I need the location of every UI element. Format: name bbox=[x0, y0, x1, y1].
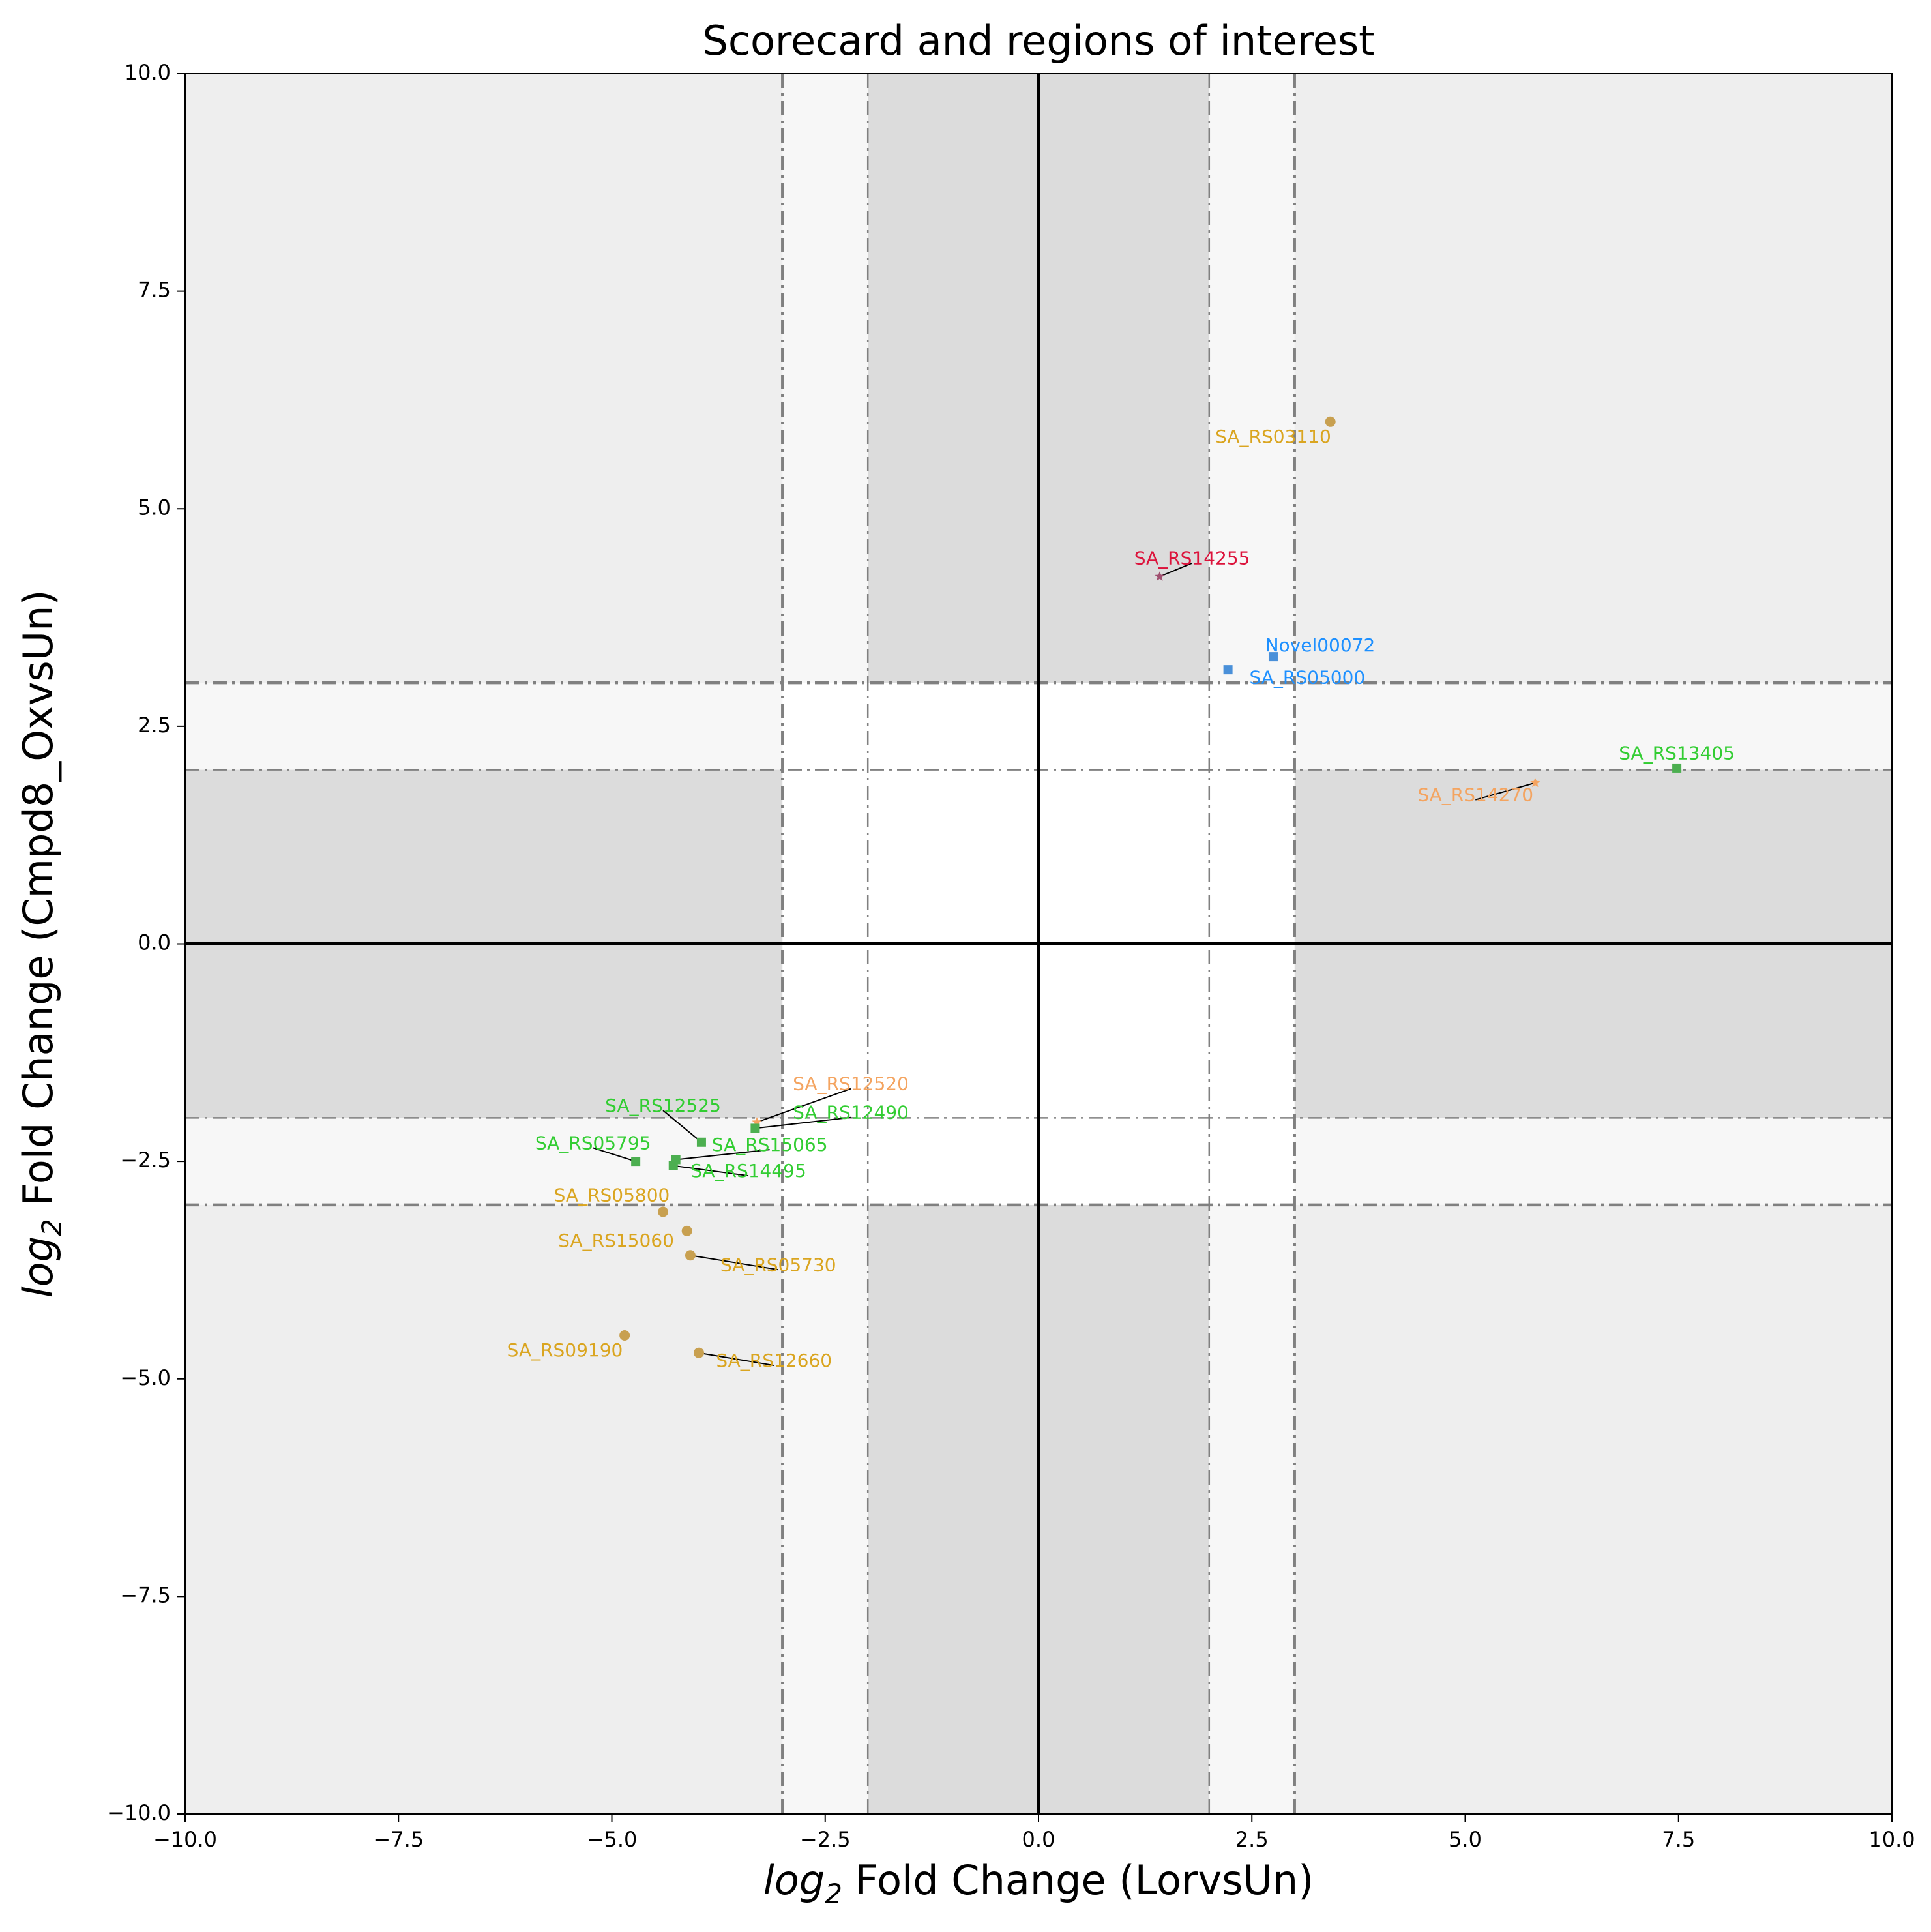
point-label: SA_RS15065 bbox=[712, 1134, 828, 1155]
y-tick-label: 5.0 bbox=[138, 495, 171, 520]
data-point bbox=[1268, 652, 1278, 662]
point-label: SA_RS14495 bbox=[690, 1160, 806, 1181]
data-point bbox=[1155, 571, 1165, 581]
y-axis-title-text: Fold Change (Cmpd8_OxvsUn) bbox=[14, 589, 62, 1219]
y-axis-title-subscript: 2 bbox=[36, 1219, 68, 1236]
x-tick-label: −2.5 bbox=[800, 1827, 851, 1852]
y-axis-title-prefix: log bbox=[14, 1236, 62, 1298]
point-label: SA_RS12490 bbox=[793, 1102, 909, 1123]
markers-layer bbox=[619, 416, 1682, 1358]
point-labels-layer: SA_RS03110 SA_RS14255 Novel00072 SA_RS05000… bbox=[507, 426, 1735, 1371]
point-label: SA_RS15060 bbox=[558, 1230, 674, 1251]
data-point bbox=[681, 1225, 692, 1236]
leader-line bbox=[698, 1352, 774, 1367]
point-label: SA_RS05795 bbox=[535, 1132, 651, 1153]
point-label: SA_RS14270 bbox=[1417, 784, 1533, 806]
data-point bbox=[631, 1157, 641, 1167]
x-axis-title-subscript: 2 bbox=[825, 1878, 842, 1910]
y-tick-label: 2.5 bbox=[138, 713, 171, 737]
data-point bbox=[668, 1161, 678, 1170]
leader-line bbox=[673, 1165, 749, 1177]
y-tick-label: 10.0 bbox=[125, 60, 171, 85]
data-point bbox=[619, 1330, 630, 1341]
x-axis-title-text: Fold Change (LorvsUn) bbox=[842, 1856, 1314, 1904]
data-point bbox=[1325, 416, 1336, 427]
x-tick-label: 7.5 bbox=[1662, 1827, 1695, 1852]
leader-lines-layer bbox=[593, 562, 1536, 1367]
y-tick-label: −7.5 bbox=[120, 1583, 171, 1607]
x-tick-label: −5.0 bbox=[587, 1827, 638, 1852]
x-tick-label: 0.0 bbox=[1022, 1827, 1055, 1852]
point-label: SA_RS03110 bbox=[1215, 426, 1331, 447]
y-tick-label: −5.0 bbox=[120, 1365, 171, 1390]
x-tick-label: 5.0 bbox=[1449, 1827, 1482, 1852]
data-point bbox=[1223, 665, 1233, 675]
x-tick-label: 2.5 bbox=[1235, 1827, 1269, 1852]
y-tick-label: 0.0 bbox=[138, 930, 171, 955]
leader-line bbox=[755, 1116, 851, 1129]
point-label: SA_RS09190 bbox=[507, 1339, 623, 1361]
leader-line bbox=[593, 1147, 636, 1163]
x-tick-label: −7.5 bbox=[373, 1827, 424, 1852]
data-point bbox=[1672, 763, 1682, 773]
data-point bbox=[1530, 777, 1540, 788]
point-label: SA_RS05800 bbox=[554, 1185, 670, 1206]
point-label: Novel00072 bbox=[1265, 634, 1376, 656]
leader-line bbox=[662, 1110, 702, 1143]
data-point bbox=[696, 1137, 706, 1147]
ticks-layer: −10.0 −7.5 −5.0 −2.5 0.0 2.5 5.0 7.5 10.0 −10.0 −7… bbox=[107, 60, 1915, 1852]
point-label: SA_RS12660 bbox=[716, 1350, 832, 1371]
leader-line bbox=[1475, 782, 1536, 801]
leader-line bbox=[675, 1149, 770, 1161]
x-axis-title: log2 Fold Change (LorvsUn) bbox=[763, 1856, 1314, 1910]
y-axis-title: log2 Fold Change (Cmpd8_OxvsUn) bbox=[14, 589, 68, 1298]
data-point bbox=[658, 1206, 669, 1217]
x-tick-label: −10.0 bbox=[153, 1827, 217, 1852]
y-tick-label: −2.5 bbox=[120, 1148, 171, 1172]
point-label: SA_RS13405 bbox=[1619, 743, 1735, 764]
y-tick-label: 7.5 bbox=[138, 278, 171, 303]
x-axis-title-prefix: log bbox=[763, 1856, 825, 1904]
point-label: SA_RS05000 bbox=[1249, 666, 1365, 688]
point-label: SA_RS12525 bbox=[605, 1095, 721, 1116]
leader-line bbox=[756, 1088, 851, 1123]
data-point bbox=[685, 1250, 696, 1261]
data-point bbox=[694, 1347, 705, 1358]
leader-line bbox=[1159, 562, 1193, 578]
y-tick-label: −10.0 bbox=[107, 1800, 171, 1825]
point-label: SA_RS12520 bbox=[793, 1073, 909, 1095]
data-point bbox=[750, 1123, 760, 1133]
x-tick-label: 10.0 bbox=[1868, 1827, 1915, 1852]
point-label: SA_RS14255 bbox=[1134, 548, 1250, 569]
chart-title: Scorecard and regions of interest bbox=[703, 17, 1375, 65]
zero-lines-layer bbox=[185, 74, 1892, 1814]
point-label: SA_RS05730 bbox=[720, 1254, 836, 1275]
leader-line bbox=[690, 1255, 778, 1271]
